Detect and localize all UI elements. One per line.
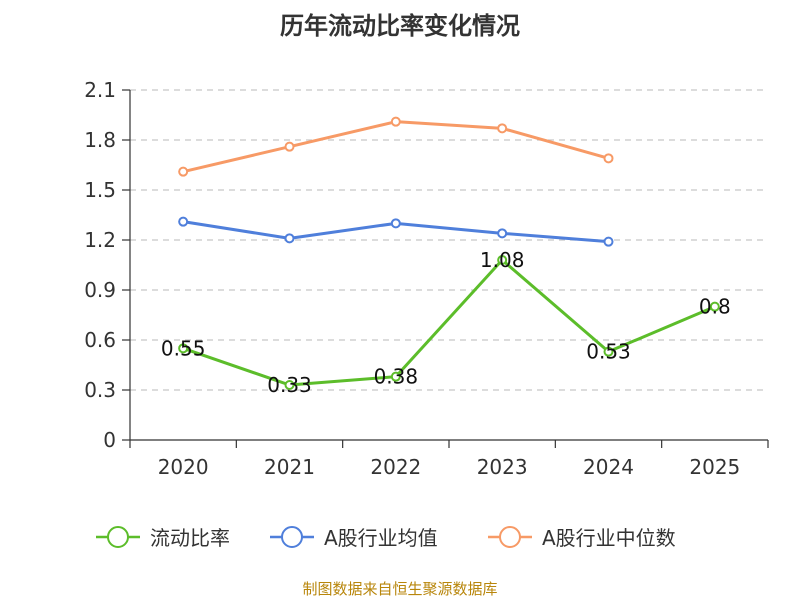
data-label: 0.38: [374, 365, 419, 389]
x-tick-label: 2023: [477, 455, 528, 479]
x-tick-label: 2021: [264, 455, 315, 479]
series-point: [178, 166, 189, 177]
grid-lines: [130, 89, 768, 391]
series-group: [178, 116, 720, 390]
series-point: [603, 236, 614, 247]
y-tick-label: 0.6: [84, 328, 116, 352]
y-tick-label: 0.9: [84, 278, 116, 302]
data-label: 0.53: [586, 340, 631, 364]
y-tick-label: 1.8: [84, 128, 116, 152]
legend-label: 流动比率: [150, 526, 230, 550]
axes: [129, 90, 768, 441]
legend-swatch-marker: [499, 526, 521, 548]
y-tick-label: 0: [103, 428, 116, 452]
chart-title: 历年流动比率变化情况: [280, 12, 520, 40]
y-tick-label: 0.3: [84, 378, 116, 402]
legend-swatch-marker: [107, 526, 129, 548]
data-label: 0.33: [267, 373, 312, 397]
series-point: [497, 255, 508, 265]
series-point: [390, 371, 401, 382]
legend[interactable]: 流动比率 A股行业均值 A股行业中位数: [96, 526, 676, 550]
series-line: [182, 120, 609, 174]
series-point: [709, 301, 720, 312]
series-point: [603, 346, 614, 357]
series-point: [178, 343, 189, 354]
y-tick-label: 2.1: [84, 78, 116, 102]
y-tick-label: 1.2: [84, 228, 116, 252]
x-tick-label: 2022: [370, 455, 421, 479]
series-line: [182, 258, 716, 387]
legend-swatch-marker: [281, 526, 303, 548]
series-point: [390, 218, 401, 229]
series-point: [284, 380, 295, 390]
source-note: 制图数据来自恒生聚源数据库: [302, 580, 498, 598]
x-axis-ticks: 2020 2021 2022 2023 2024 2025: [129, 440, 769, 479]
x-tick-label: 2024: [583, 455, 634, 479]
legend-label: A股行业均值: [324, 526, 438, 550]
series-point: [178, 216, 189, 227]
data-labels: 0.55 0.33 0.38 1.08 0.53 0.8: [161, 248, 731, 397]
data-label: 1.08: [480, 248, 525, 272]
series-point: [284, 233, 295, 244]
series-point: [390, 116, 401, 127]
series-point: [603, 153, 614, 164]
x-tick-label: 2025: [689, 455, 740, 479]
series-point: [497, 123, 508, 134]
x-tick-label: 2020: [158, 455, 209, 479]
y-tick-label: 1.5: [84, 178, 116, 202]
series-point: [497, 228, 508, 239]
data-label: 0.55: [161, 336, 206, 360]
series-point: [284, 141, 295, 152]
data-label: 0.8: [699, 295, 731, 319]
legend-label: A股行业中位数: [542, 526, 676, 550]
y-axis-ticks: 0 0.3 0.6 0.9 1.2 1.5 1.8 2.1: [84, 78, 130, 452]
